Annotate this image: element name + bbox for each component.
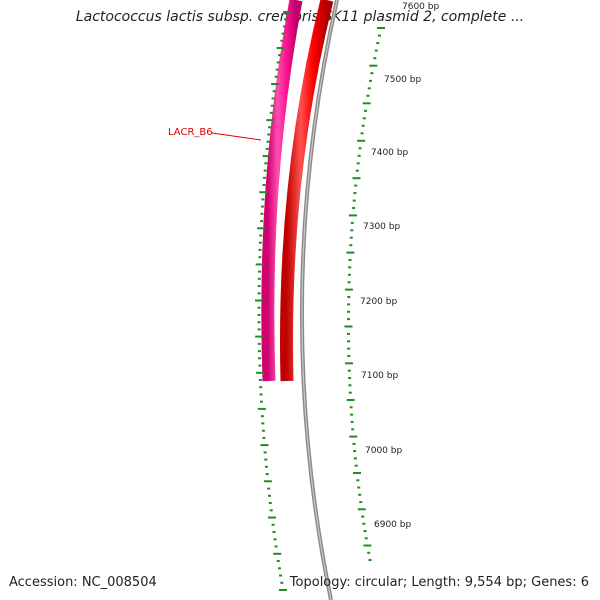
- summary-text: Topology: circular; Length: 9,554 bp; Ge…: [289, 575, 589, 590]
- bp-label-7100: 7100 bp: [361, 371, 398, 381]
- inner-tick-ring: [344, 27, 385, 561]
- bp-label-7600: 7600 bp: [402, 2, 439, 12]
- bp-label-7500: 7500 bp: [384, 75, 421, 85]
- bp-label-6900: 6900 bp: [374, 520, 411, 530]
- gene-label-lacr-b6[interactable]: LACR_B6: [168, 127, 213, 138]
- gene-arc-red[interactable]: [280, 0, 334, 382]
- gene-label-leader: [211, 132, 262, 141]
- bp-label-7400: 7400 bp: [371, 148, 408, 158]
- accession-text: Accession: NC_008504: [9, 575, 157, 590]
- backbone-arc-highlight: [301, 0, 338, 600]
- bp-label-7200: 7200 bp: [360, 297, 397, 307]
- outer-tick-ring: [255, 11, 291, 591]
- bp-label-7300: 7300 bp: [363, 222, 400, 232]
- bp-label-7000: 7000 bp: [365, 446, 402, 456]
- gene-arc-lacr-b6[interactable]: [261, 0, 303, 382]
- map-title: Lactococcus lactis subsp. cremoris SK11 …: [75, 9, 525, 25]
